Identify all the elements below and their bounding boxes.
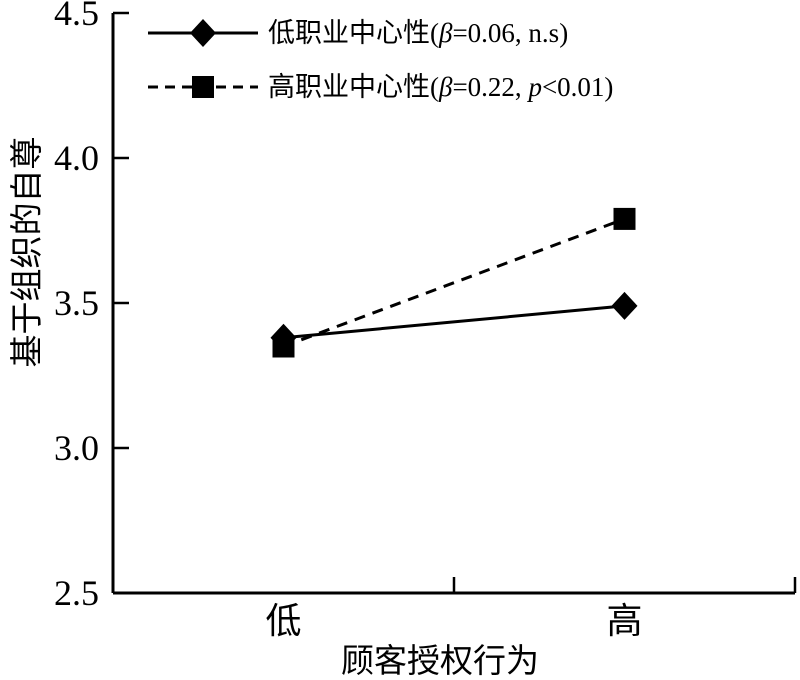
legend-item: 高职业中心性(β=0.22, p<0.01) (148, 72, 613, 102)
x-axis-ticks (452, 577, 797, 593)
series-solid-diamond (270, 291, 638, 352)
legend-label: 低职业中心性(β=0.06, n.s) (268, 18, 568, 48)
diamond-marker (190, 19, 216, 47)
square-marker (613, 207, 636, 230)
legend-item: 低职业中心性(β=0.06, n.s) (148, 18, 568, 48)
y-tick-label: 3.0 (54, 428, 99, 468)
x-category-label: 低 (265, 601, 301, 641)
x-axis-title: 顾客授权行为 (341, 643, 539, 680)
y-tick-label: 2.5 (54, 573, 99, 613)
series-line (282, 217, 626, 348)
x-category-label: 高 (606, 601, 642, 641)
square-marker (192, 76, 214, 98)
y-tick-label: 3.5 (54, 283, 99, 323)
legend-label: 高职业中心性(β=0.22, p<0.01) (268, 72, 613, 102)
series-line (283, 304, 625, 340)
legend: 低职业中心性(β=0.06, n.s) 高职业中心性(β=0.22, p<0.01… (148, 18, 613, 102)
diamond-marker (611, 291, 638, 320)
y-axis-ticks: 4.5 4.0 3.5 3.0 2.5 (54, 0, 129, 613)
y-tick-label: 4.0 (54, 138, 99, 178)
diamond-marker (270, 323, 297, 352)
y-axis-title: 基于组织的自尊 (9, 137, 46, 368)
y-tick-label: 4.5 (54, 0, 99, 33)
